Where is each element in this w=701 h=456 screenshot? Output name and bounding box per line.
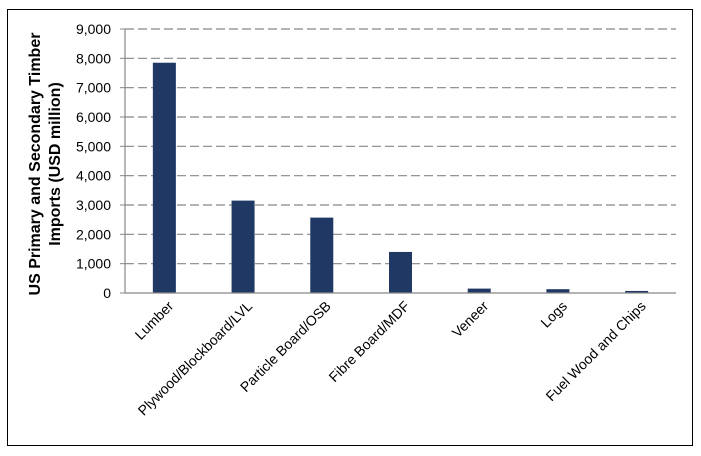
- y-tick-label: 3,000: [76, 197, 111, 213]
- bar-lumber: [152, 62, 176, 293]
- y-tick-label: 1,000: [76, 256, 111, 272]
- x-tick-label: Veneer: [449, 298, 492, 341]
- y-tick-label: 0: [103, 285, 111, 301]
- y-tick-labels: 0 1,000 2,000 3,000 4,000 5,000 6,000 7,000 8,00…: [76, 21, 111, 301]
- x-tick-label: Logs: [537, 298, 570, 331]
- y-tick-label: 2,000: [76, 226, 111, 242]
- x-tick-label: Fibre Board/MDF: [325, 298, 412, 385]
- bar-fuel-wood-and-chips: [625, 290, 649, 293]
- y-axis-label-line1: US Primary and Secondary Timber: [27, 33, 44, 296]
- bar-fibre-board-mdf: [389, 251, 412, 293]
- bar-plywood-blockboard-lvl: [231, 200, 255, 293]
- y-tick-label: 9,000: [76, 21, 111, 37]
- gridlines: [125, 28, 676, 265]
- bar-particle-board-osb: [310, 217, 334, 293]
- bars: [152, 62, 649, 293]
- bar-logs: [546, 289, 570, 293]
- y-tick-label: 8,000: [76, 50, 111, 66]
- axes: [120, 28, 676, 294]
- y-axis-label-line2: Imports (USD million): [47, 82, 64, 246]
- y-tick-label: 4,000: [76, 168, 111, 184]
- y-tick-label: 6,000: [76, 109, 111, 125]
- y-tick-label: 7,000: [76, 80, 111, 96]
- x-tick-label: Lumber: [132, 298, 177, 343]
- y-tick-label: 5,000: [76, 138, 111, 154]
- bar-veneer: [467, 288, 491, 293]
- chart-frame: [7, 9, 693, 446]
